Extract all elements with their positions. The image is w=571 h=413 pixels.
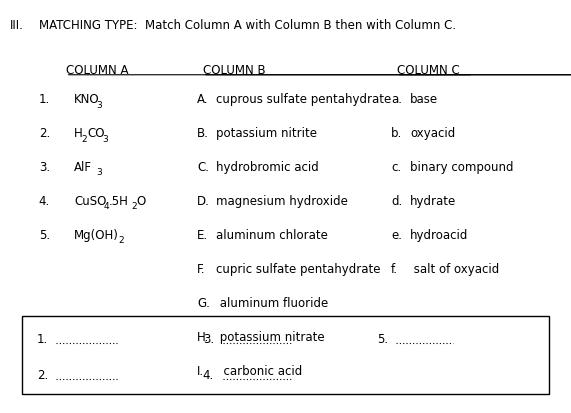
Text: 2: 2 [82, 134, 87, 143]
Text: potassium nitrite: potassium nitrite [216, 127, 317, 140]
Text: 4: 4 [103, 202, 109, 211]
Text: 3: 3 [96, 168, 102, 177]
Text: CuSO: CuSO [74, 195, 107, 207]
Text: I.: I. [197, 364, 204, 377]
Text: C.: C. [197, 161, 209, 173]
Text: 2: 2 [131, 202, 136, 211]
Text: salt of oxyacid: salt of oxyacid [410, 262, 499, 275]
Text: 2: 2 [118, 236, 124, 245]
Text: 2.: 2. [37, 368, 49, 381]
Text: carbonic acid: carbonic acid [216, 364, 302, 377]
Text: 3: 3 [96, 100, 102, 109]
Text: a.: a. [391, 93, 402, 106]
Text: 3.: 3. [203, 332, 214, 345]
Text: 1.: 1. [37, 332, 49, 345]
Text: binary compound: binary compound [410, 161, 513, 173]
Text: G.: G. [197, 296, 210, 309]
Text: D.: D. [197, 195, 210, 207]
Text: B.: B. [197, 127, 209, 140]
Text: E.: E. [197, 228, 208, 241]
Text: hydroacid: hydroacid [410, 228, 468, 241]
Text: 3.: 3. [39, 161, 50, 173]
Text: base: base [410, 93, 438, 106]
Text: MATCHING TYPE:  Match Column A with Column B then with Column C.: MATCHING TYPE: Match Column A with Colum… [39, 19, 456, 31]
Text: III.: III. [10, 19, 24, 31]
Text: AlF: AlF [74, 161, 93, 173]
Text: O: O [136, 195, 146, 207]
Text: aluminum chlorate: aluminum chlorate [216, 228, 328, 241]
Text: c.: c. [391, 161, 401, 173]
Text: .5H: .5H [109, 195, 129, 207]
Text: oxyacid: oxyacid [410, 127, 455, 140]
Text: 4.: 4. [203, 368, 214, 381]
Text: 2.: 2. [39, 127, 50, 140]
Text: e.: e. [391, 228, 402, 241]
Text: hydrobromic acid: hydrobromic acid [216, 161, 319, 173]
Text: aluminum fluoride: aluminum fluoride [216, 296, 328, 309]
Text: magnesium hydroxide: magnesium hydroxide [216, 195, 348, 207]
Text: 5.: 5. [377, 332, 388, 345]
Text: F.: F. [197, 262, 206, 275]
Text: 4.: 4. [39, 195, 50, 207]
Text: potassium nitrate: potassium nitrate [216, 330, 324, 343]
Text: COLUMN B: COLUMN B [203, 64, 266, 77]
Text: d.: d. [391, 195, 403, 207]
Text: A.: A. [197, 93, 208, 106]
Text: f.: f. [391, 262, 398, 275]
Text: hydrate: hydrate [410, 195, 456, 207]
Bar [22, 316, 549, 394]
Text: KNO: KNO [74, 93, 100, 106]
Text: H: H [74, 127, 83, 140]
Text: cuprous sulfate pentahydrate: cuprous sulfate pentahydrate [216, 93, 391, 106]
Text: cupric sulfate pentahydrate: cupric sulfate pentahydrate [216, 262, 380, 275]
Text: b.: b. [391, 127, 403, 140]
Text: CO: CO [87, 127, 104, 140]
Text: 3: 3 [102, 134, 107, 143]
Text: Mg(OH): Mg(OH) [74, 228, 119, 241]
Text: 5.: 5. [39, 228, 50, 241]
Text: H.: H. [197, 330, 209, 343]
Text: COLUMN A: COLUMN A [66, 64, 128, 77]
Text: COLUMN C: COLUMN C [397, 64, 460, 77]
Text: 1.: 1. [39, 93, 50, 106]
